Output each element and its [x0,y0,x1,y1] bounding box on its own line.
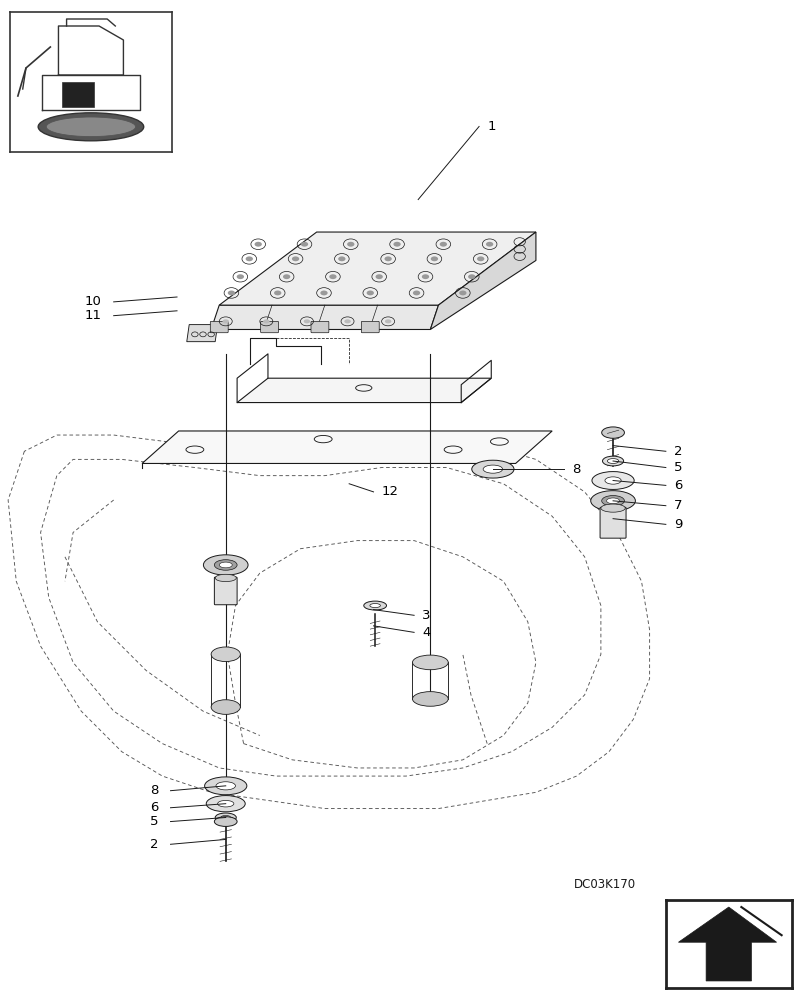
Text: 10: 10 [84,295,101,308]
Text: 4: 4 [422,626,430,639]
Ellipse shape [440,242,447,247]
Ellipse shape [363,601,386,610]
Ellipse shape [601,496,624,506]
Text: 2: 2 [150,838,158,851]
Text: 11: 11 [84,309,101,322]
Ellipse shape [471,460,513,478]
Text: 7: 7 [673,499,681,512]
Ellipse shape [590,491,635,511]
FancyBboxPatch shape [311,321,328,333]
Ellipse shape [216,782,235,790]
Text: 9: 9 [673,518,681,531]
Text: DC03K170: DC03K170 [573,878,635,891]
Ellipse shape [412,692,448,706]
Ellipse shape [263,319,269,323]
Text: 6: 6 [673,479,681,492]
Ellipse shape [346,242,354,247]
Ellipse shape [375,274,383,279]
Ellipse shape [606,498,619,504]
Ellipse shape [38,113,144,141]
Text: 8: 8 [150,784,158,797]
Ellipse shape [219,562,232,568]
Ellipse shape [604,477,620,484]
Ellipse shape [222,319,229,323]
Polygon shape [187,325,217,342]
Ellipse shape [292,256,298,261]
Ellipse shape [300,242,308,247]
FancyBboxPatch shape [260,321,278,333]
Text: 12: 12 [381,485,398,498]
Ellipse shape [214,817,237,826]
Ellipse shape [254,242,261,247]
Ellipse shape [477,256,484,261]
Ellipse shape [483,465,502,473]
Ellipse shape [206,796,245,812]
Ellipse shape [245,256,253,261]
Text: 2: 2 [673,445,681,458]
Ellipse shape [214,560,237,570]
Ellipse shape [215,813,236,822]
Text: 3: 3 [422,609,430,622]
Ellipse shape [370,604,380,608]
Ellipse shape [467,274,475,279]
Polygon shape [211,305,438,329]
Polygon shape [678,907,775,981]
Ellipse shape [344,319,350,323]
Text: 1: 1 [487,120,495,133]
Ellipse shape [320,291,328,295]
Ellipse shape [46,117,135,137]
FancyBboxPatch shape [599,507,625,538]
Ellipse shape [412,655,448,670]
Polygon shape [142,431,551,463]
Polygon shape [740,907,781,935]
Ellipse shape [600,504,624,512]
Ellipse shape [221,815,230,820]
FancyBboxPatch shape [214,577,237,605]
Ellipse shape [204,777,247,795]
Ellipse shape [602,456,623,466]
Ellipse shape [227,291,235,295]
Ellipse shape [485,242,493,247]
Polygon shape [430,232,535,329]
Ellipse shape [274,291,281,295]
Ellipse shape [217,800,234,807]
Ellipse shape [601,427,624,438]
Ellipse shape [367,291,373,295]
Text: 6: 6 [150,801,158,814]
FancyBboxPatch shape [361,321,379,333]
Ellipse shape [303,319,310,323]
Text: 5: 5 [150,815,158,828]
Ellipse shape [237,274,243,279]
Ellipse shape [211,647,240,662]
Ellipse shape [211,700,240,714]
Ellipse shape [384,319,391,323]
Ellipse shape [459,291,466,295]
Ellipse shape [215,574,236,582]
Ellipse shape [283,274,290,279]
Ellipse shape [422,274,428,279]
Ellipse shape [607,459,618,463]
Ellipse shape [413,291,420,295]
Ellipse shape [384,256,391,261]
Ellipse shape [431,256,438,261]
Ellipse shape [393,242,401,247]
Ellipse shape [337,256,345,261]
Polygon shape [237,378,491,403]
Text: 8: 8 [572,463,580,476]
Ellipse shape [204,555,248,575]
Ellipse shape [591,472,633,489]
Polygon shape [62,82,94,107]
Text: 5: 5 [673,461,681,474]
FancyBboxPatch shape [210,321,228,333]
Ellipse shape [329,274,337,279]
Polygon shape [219,232,535,305]
